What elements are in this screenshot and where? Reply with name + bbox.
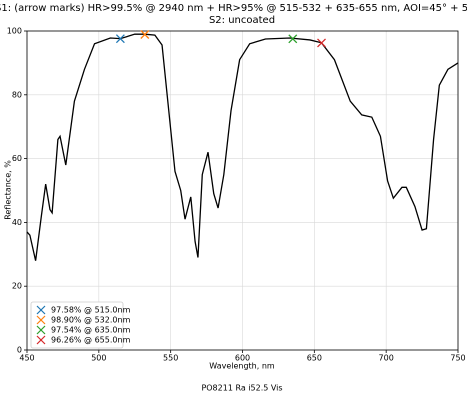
x-tick-label: 650 <box>307 354 322 363</box>
legend-label: 96.26% @ 655.0nm <box>51 336 131 345</box>
marker-stroke <box>36 305 46 315</box>
marker-stroke <box>288 34 298 44</box>
marker-stroke <box>140 30 150 39</box>
x-tick-label: 500 <box>91 354 106 363</box>
marker-stroke <box>317 38 326 48</box>
y-tick-label: 20 <box>12 282 22 291</box>
marker <box>288 34 298 44</box>
y-axis-label: Reflectance, % <box>4 160 13 220</box>
x-axis-label: Wavelength, nm <box>209 362 275 371</box>
x-tick-label: 750 <box>450 354 465 363</box>
marker-stroke <box>36 325 46 335</box>
chart-subtitle: S2: uncoated <box>209 15 275 26</box>
y-tick-label: 100 <box>7 27 22 36</box>
y-tick-label: 60 <box>12 154 22 163</box>
y-tick-label: 40 <box>12 218 22 227</box>
legend-label: 98.90% @ 532.0nm <box>51 316 131 325</box>
footer: PO8211 Ra i52.5 Vis <box>201 384 282 393</box>
marker-stroke <box>36 315 46 325</box>
legend-marker <box>36 305 46 315</box>
reflectance-curve <box>26 33 459 261</box>
legend-marker <box>36 335 46 345</box>
x-tick-label: 550 <box>163 354 178 363</box>
marker-stroke <box>36 335 46 345</box>
legend-label: 97.54% @ 635.0nm <box>51 326 131 335</box>
legend-box <box>30 301 124 349</box>
chart-title: S1: (arrow marks) HR>99.5% @ 2940 nm + H… <box>0 3 467 14</box>
legend-label: 97.58% @ 515.0nm <box>51 306 131 315</box>
x-tick-label: 700 <box>379 354 394 363</box>
marker <box>317 38 326 48</box>
marker-stroke <box>115 34 125 44</box>
plot-frame <box>26 30 459 351</box>
y-tick-label: 80 <box>12 90 22 99</box>
legend-marker <box>36 315 46 325</box>
marker <box>140 30 150 39</box>
y-tick-label: 0 <box>17 346 22 355</box>
x-tick-label: 450 <box>19 354 34 363</box>
marker <box>115 34 125 44</box>
x-tick-label: 600 <box>235 354 250 363</box>
legend-marker <box>36 325 46 335</box>
